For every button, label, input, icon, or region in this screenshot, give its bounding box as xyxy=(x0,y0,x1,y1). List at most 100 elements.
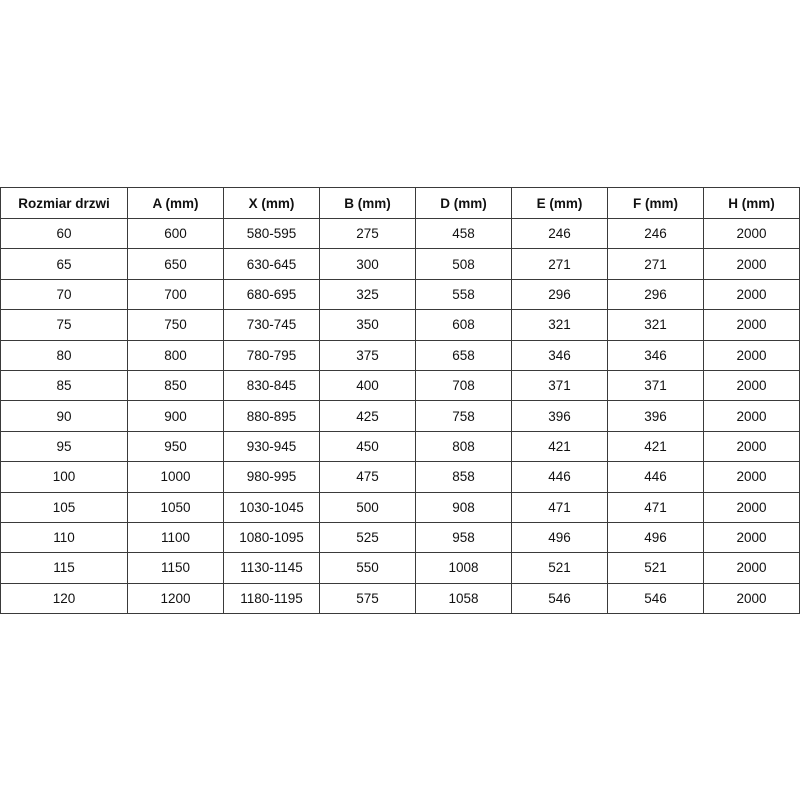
table-cell: 521 xyxy=(511,552,608,584)
column-header: B (mm) xyxy=(319,187,416,219)
table-cell: 350 xyxy=(319,309,416,341)
table-cell: 700 xyxy=(127,278,224,311)
table-cell: 608 xyxy=(415,309,512,341)
table-cell: 880-895 xyxy=(223,400,320,432)
table-row: 75 750 730-745 350 608 321 321 2000 xyxy=(0,309,800,341)
table-row: 120 1200 1180-1195 575 1058 546 546 2000 xyxy=(0,582,800,615)
table-cell: 2000 xyxy=(703,521,800,554)
column-header: A (mm) xyxy=(127,187,224,219)
table-cell: 546 xyxy=(511,582,608,615)
table-cell: 446 xyxy=(511,461,608,493)
table-cell: 246 xyxy=(511,217,608,250)
table-cell: 85 xyxy=(0,369,128,402)
table-cell: 2000 xyxy=(703,248,800,280)
table-cell: 246 xyxy=(607,217,704,250)
table-cell: 95 xyxy=(0,430,128,463)
table-cell: 1080-1095 xyxy=(223,521,320,554)
table-cell: 421 xyxy=(607,430,704,463)
table-row: 60 600 580-595 275 458 246 246 2000 xyxy=(0,217,800,250)
table-row: 100 1000 980-995 475 858 446 446 2000 xyxy=(0,461,800,493)
table-cell: 2000 xyxy=(703,309,800,341)
table-cell: 575 xyxy=(319,582,416,615)
table-cell: 900 xyxy=(127,400,224,432)
table-cell: 1000 xyxy=(127,461,224,493)
table-cell: 2000 xyxy=(703,400,800,432)
table-row: 90 900 880-895 425 758 396 396 2000 xyxy=(0,400,800,432)
table-cell: 296 xyxy=(511,278,608,311)
table-cell: 275 xyxy=(319,217,416,250)
column-header: H (mm) xyxy=(703,187,800,219)
table-row: 115 1150 1130-1145 550 1008 521 521 2000 xyxy=(0,552,800,584)
table-cell: 1050 xyxy=(127,491,224,523)
table-cell: 271 xyxy=(511,248,608,280)
column-header: F (mm) xyxy=(607,187,704,219)
table-cell: 1100 xyxy=(127,521,224,554)
table-cell: 1200 xyxy=(127,582,224,615)
table-cell: 808 xyxy=(415,430,512,463)
table-cell: 475 xyxy=(319,461,416,493)
table-row: 65 650 630-645 300 508 271 271 2000 xyxy=(0,248,800,280)
table-cell: 371 xyxy=(607,369,704,402)
table-cell: 371 xyxy=(511,369,608,402)
table-cell: 1150 xyxy=(127,552,224,584)
table-cell: 2000 xyxy=(703,430,800,463)
table-cell: 980-995 xyxy=(223,461,320,493)
table-cell: 115 xyxy=(0,552,128,584)
table-row: 85 850 830-845 400 708 371 371 2000 xyxy=(0,369,800,402)
table-cell: 525 xyxy=(319,521,416,554)
table-cell: 80 xyxy=(0,339,128,371)
table-cell: 496 xyxy=(511,521,608,554)
table-cell: 471 xyxy=(511,491,608,523)
table-cell: 521 xyxy=(607,552,704,584)
table-cell: 750 xyxy=(127,309,224,341)
table-row: 110 1100 1080-1095 525 958 496 496 2000 xyxy=(0,521,800,554)
table-cell: 60 xyxy=(0,217,128,250)
table-cell: 2000 xyxy=(703,491,800,523)
table-cell: 708 xyxy=(415,369,512,402)
table-cell: 300 xyxy=(319,248,416,280)
table-cell: 65 xyxy=(0,248,128,280)
table-cell: 650 xyxy=(127,248,224,280)
table-cell: 2000 xyxy=(703,461,800,493)
table-cell: 908 xyxy=(415,491,512,523)
table-row: 95 950 930-945 450 808 421 421 2000 xyxy=(0,430,800,463)
table-cell: 958 xyxy=(415,521,512,554)
table-cell: 425 xyxy=(319,400,416,432)
column-header: Rozmiar drzwi xyxy=(0,187,128,219)
column-header: E (mm) xyxy=(511,187,608,219)
table-cell: 2000 xyxy=(703,369,800,402)
table-cell: 1008 xyxy=(415,552,512,584)
table-cell: 658 xyxy=(415,339,512,371)
table-cell: 346 xyxy=(511,339,608,371)
table-cell: 680-695 xyxy=(223,278,320,311)
table-cell: 1180-1195 xyxy=(223,582,320,615)
table-cell: 558 xyxy=(415,278,512,311)
table-cell: 70 xyxy=(0,278,128,311)
table-cell: 2000 xyxy=(703,582,800,615)
table-cell: 800 xyxy=(127,339,224,371)
table-cell: 396 xyxy=(511,400,608,432)
table-cell: 321 xyxy=(511,309,608,341)
table-cell: 321 xyxy=(607,309,704,341)
table-cell: 950 xyxy=(127,430,224,463)
table-cell: 375 xyxy=(319,339,416,371)
table-cell: 396 xyxy=(607,400,704,432)
table-cell: 120 xyxy=(0,582,128,615)
table-cell: 296 xyxy=(607,278,704,311)
table-cell: 2000 xyxy=(703,552,800,584)
table-cell: 2000 xyxy=(703,217,800,250)
table-cell: 400 xyxy=(319,369,416,402)
table-cell: 471 xyxy=(607,491,704,523)
table-cell: 446 xyxy=(607,461,704,493)
table-cell: 496 xyxy=(607,521,704,554)
table-cell: 580-595 xyxy=(223,217,320,250)
table-cell: 2000 xyxy=(703,278,800,311)
table-cell: 550 xyxy=(319,552,416,584)
table-cell: 271 xyxy=(607,248,704,280)
table-cell: 930-945 xyxy=(223,430,320,463)
table-cell: 508 xyxy=(415,248,512,280)
table-cell: 450 xyxy=(319,430,416,463)
table-cell: 90 xyxy=(0,400,128,432)
table-cell: 75 xyxy=(0,309,128,341)
table-cell: 421 xyxy=(511,430,608,463)
